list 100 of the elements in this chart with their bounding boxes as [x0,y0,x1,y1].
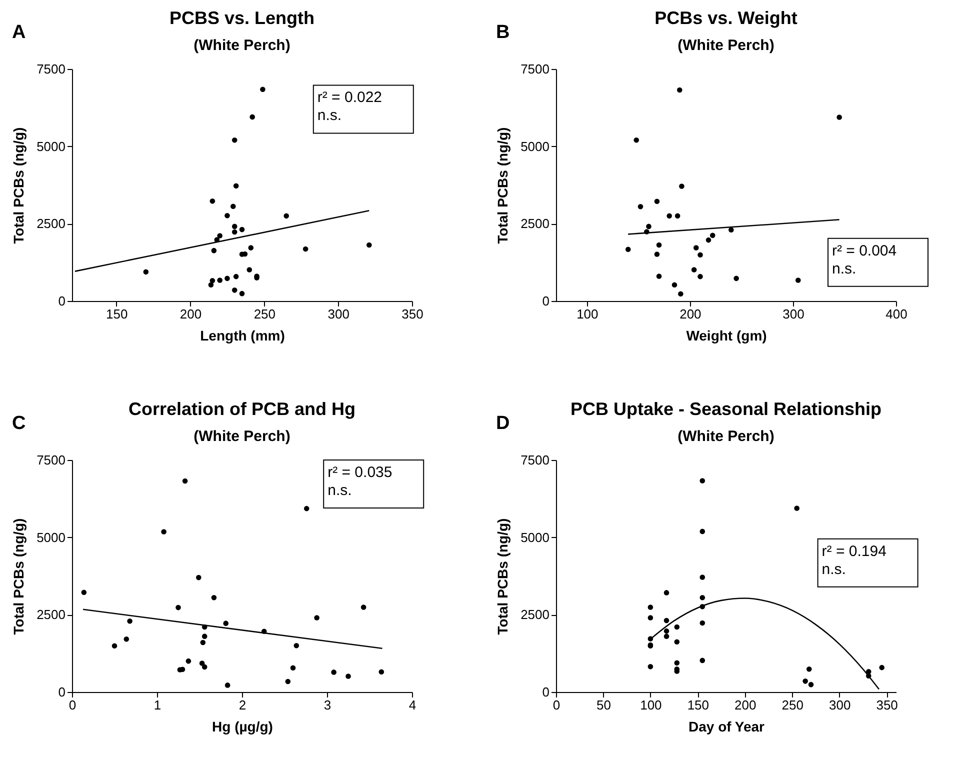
point [802,678,808,684]
point [360,604,366,610]
point [186,658,192,664]
point [634,138,640,143]
point [654,198,660,204]
x-tick-label: 200 [680,306,702,322]
chart-subtitle: (White Perch) [194,428,290,445]
point [199,660,205,666]
point [284,213,289,219]
point [648,615,654,620]
point [664,634,670,639]
point [331,670,336,675]
point [127,618,132,624]
y-tick-label: 0 [542,684,550,700]
x-tick-label: 50 [596,698,611,712]
x-tick-label: 1 [154,698,162,712]
point [656,274,662,279]
y-axis-title: Total PCBs (ng/g) [10,518,27,635]
point [366,242,372,248]
point [210,278,216,284]
point [230,204,236,209]
point [112,643,118,649]
point [734,276,739,282]
point [638,204,644,210]
point [260,86,266,92]
point [232,224,238,230]
text: A [12,22,26,44]
point [285,678,291,684]
y-tick-label: 5000 [36,138,66,154]
point [648,604,654,610]
x-tick-label: 150 [687,698,710,712]
point [795,278,801,283]
text: D [496,413,510,435]
point [208,282,214,288]
y-tick-label: 7500 [520,452,550,468]
y-axis-title: Total PCBs (ng/g) [10,127,27,244]
y-tick-label: 7500 [520,62,550,76]
point [648,664,654,670]
chart-title: PCBs vs. Weight [654,8,798,28]
point [710,232,716,238]
point [314,615,320,620]
point [233,183,239,189]
x-tick-label: 100 [640,698,662,712]
point [239,226,245,232]
x-tick-label: 0 [68,698,76,712]
point [248,245,254,250]
annotation: r² = 0.194 [822,542,886,560]
x-tick-label: 200 [180,306,202,322]
point [302,246,308,252]
point [223,620,228,626]
point [674,213,680,219]
point [806,666,812,672]
point [879,664,884,670]
y-axis-title: Total PCBs (ng/g) [494,518,511,635]
point [176,604,181,610]
x-tick-label: 3 [324,698,332,712]
point [182,478,188,484]
y-tick-label: 2500 [520,216,550,232]
point [691,267,697,272]
chart-subtitle: (White Perch) [678,37,774,54]
point [143,269,149,275]
point [664,618,670,624]
x-tick-label: 200 [734,698,756,712]
annotation: n.s. [832,260,856,278]
point [346,674,351,679]
point [217,278,222,283]
point [646,224,652,230]
chart-title: Correlation of PCB and Hg [128,399,356,419]
x-axis-title: Day of Year [688,718,766,734]
x-tick-label: 400 [886,306,908,322]
point [232,288,238,293]
y-tick-label: 2500 [520,607,550,622]
x-tick-label: 250 [782,698,804,712]
point [625,246,631,252]
point [250,114,255,120]
y-tick-label: 0 [542,294,550,308]
point [290,665,296,671]
point [664,628,670,634]
point [217,233,222,238]
point [161,529,166,534]
x-tick-label: 300 [782,306,804,322]
point [232,138,238,143]
point [246,267,252,272]
x-axis-title: Weight (gm) [686,328,767,344]
point [666,213,672,219]
x-tick-label: 250 [254,306,276,322]
point [202,634,208,639]
point [664,590,670,596]
text: B [496,22,510,44]
point [224,276,230,282]
point [698,274,703,280]
y-axis-title: Total PCBs (ng/g) [494,127,511,244]
point [378,669,384,675]
point [794,506,800,511]
point [808,682,814,688]
x-tick-label: 2 [238,698,246,712]
x-tick-label: 350 [402,306,424,322]
point [700,658,706,664]
annotation: n.s. [822,560,846,578]
point [654,252,660,257]
